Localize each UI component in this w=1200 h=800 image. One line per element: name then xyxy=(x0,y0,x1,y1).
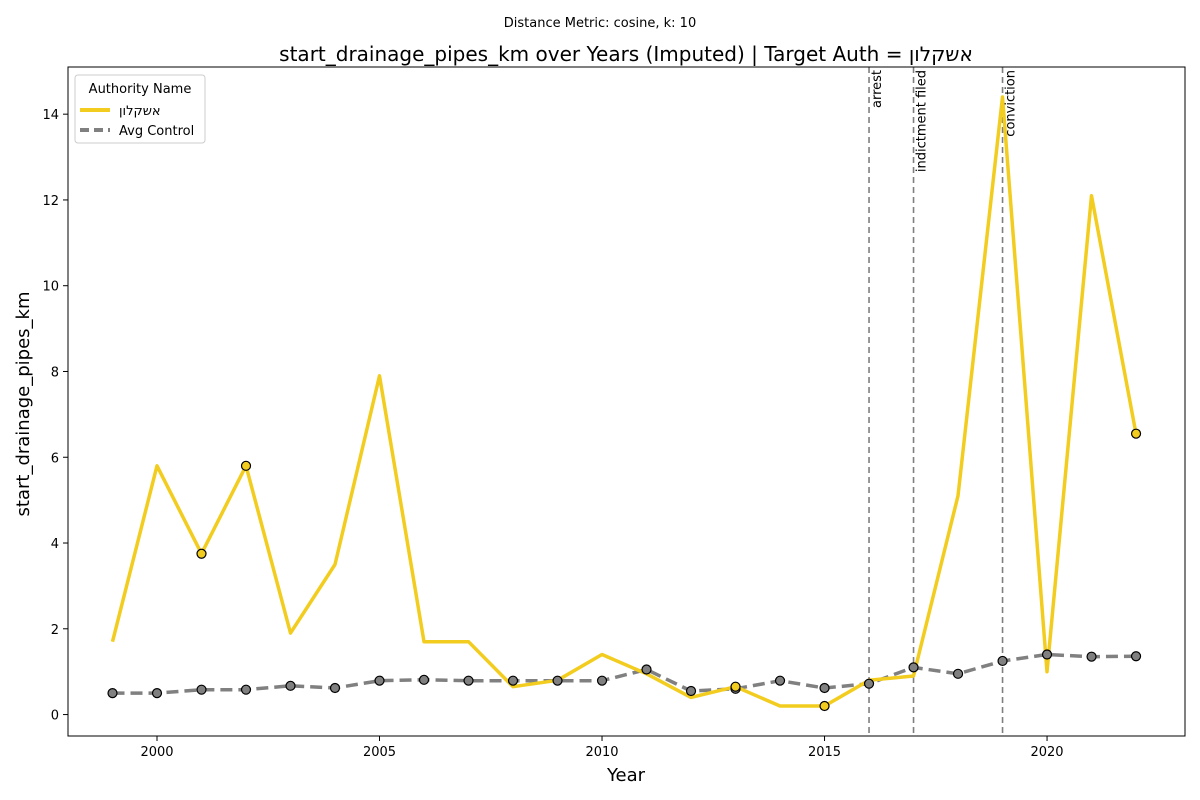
y-tick-label: 10 xyxy=(42,280,59,295)
plot-area xyxy=(107,67,1142,736)
y-axis-label: start_drainage_pipes_km xyxy=(13,292,34,517)
data-point-control xyxy=(997,655,1008,667)
event-label: arrest xyxy=(870,70,885,108)
data-point-control xyxy=(1130,651,1142,662)
series-line-control xyxy=(112,652,1137,695)
data-point-control xyxy=(1041,649,1053,660)
legend-title: Authority Name xyxy=(89,82,192,97)
legend-box xyxy=(74,74,206,144)
data-point-control xyxy=(507,675,519,686)
y-tick-label: 4 xyxy=(51,537,59,552)
data-point-target xyxy=(819,700,830,712)
y-tick-label: 8 xyxy=(51,365,59,380)
x-tick-label: 2010 xyxy=(585,745,618,760)
legend-entry-control: Avg Control xyxy=(119,124,194,139)
y-tick-label: 2 xyxy=(51,623,59,638)
data-point-control xyxy=(952,668,964,679)
data-point-control xyxy=(196,684,207,695)
data-point-control xyxy=(418,674,430,685)
data-point-control xyxy=(774,675,786,686)
data-point-control xyxy=(908,662,919,673)
y-tick-label: 12 xyxy=(42,194,59,209)
data-point-control xyxy=(552,675,563,686)
x-tick-label: 2005 xyxy=(363,745,396,760)
data-point-control xyxy=(240,684,252,695)
event-label: conviction xyxy=(1004,70,1019,137)
plot-frame xyxy=(67,66,1186,737)
x-tick-label: 2020 xyxy=(1030,745,1063,760)
data-point-target xyxy=(730,681,741,692)
x-tick-label: 2015 xyxy=(808,745,841,760)
data-point-control xyxy=(329,682,341,694)
data-point-control xyxy=(596,675,608,686)
legend: Authority Name אשקלון Avg Control xyxy=(74,74,206,144)
data-point-target xyxy=(196,548,207,559)
data-point-control xyxy=(685,685,697,697)
x-axis-label: Year xyxy=(606,765,646,786)
series-line-target xyxy=(110,95,1138,708)
data-point-target xyxy=(1130,428,1142,439)
data-point-control xyxy=(863,678,875,689)
event-label: indictment filed xyxy=(915,70,930,172)
chart-suptitle: Distance Metric: cosine, k: 10 xyxy=(504,16,696,31)
y-tick-label: 14 xyxy=(42,108,59,123)
data-point-control xyxy=(285,680,296,691)
data-point-target xyxy=(240,460,252,471)
data-point-control xyxy=(151,688,163,699)
data-point-control xyxy=(107,688,118,699)
x-tick-label: 2000 xyxy=(140,745,173,760)
data-point-control xyxy=(1086,651,1097,662)
legend-entry-target: אשקלון xyxy=(119,104,161,119)
data-point-control xyxy=(374,675,385,686)
chart-title: start_drainage_pipes_km over Years (Impu… xyxy=(279,42,973,66)
y-tick-label: 0 xyxy=(51,709,59,724)
data-point-control xyxy=(819,682,830,694)
data-point-control xyxy=(641,664,652,675)
y-tick-label: 6 xyxy=(51,451,59,466)
data-point-control xyxy=(463,675,474,686)
